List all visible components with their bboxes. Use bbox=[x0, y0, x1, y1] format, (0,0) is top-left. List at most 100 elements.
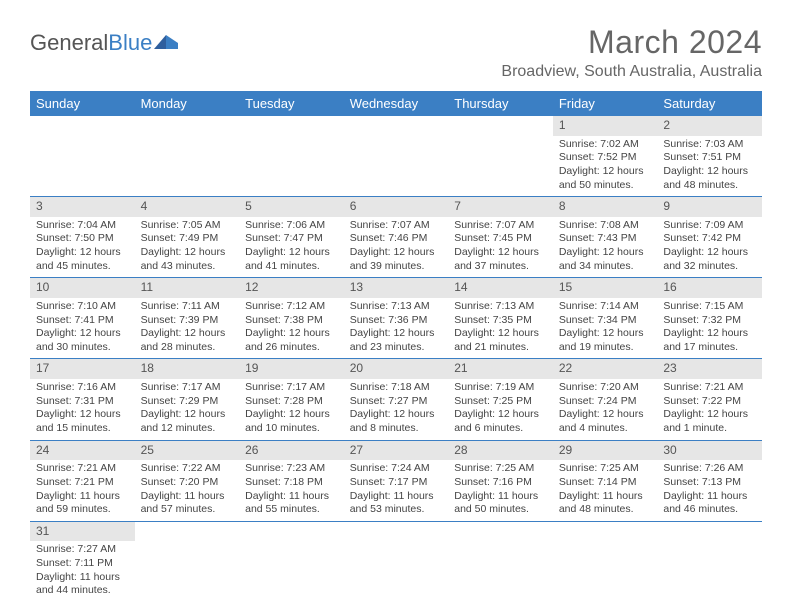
daylight-text-2: and 53 minutes. bbox=[350, 503, 443, 517]
calendar-cell bbox=[344, 116, 449, 197]
daylight-text-2: and 15 minutes. bbox=[36, 422, 129, 436]
daylight-text-1: Daylight: 12 hours bbox=[454, 246, 547, 260]
sunset-text: Sunset: 7:39 PM bbox=[141, 314, 234, 328]
day-number: 2 bbox=[657, 116, 762, 136]
sunset-text: Sunset: 7:36 PM bbox=[350, 314, 443, 328]
daylight-text-2: and 43 minutes. bbox=[141, 260, 234, 274]
day-number: 12 bbox=[239, 278, 344, 298]
sunset-text: Sunset: 7:29 PM bbox=[141, 395, 234, 409]
daylight-text-2: and 48 minutes. bbox=[663, 179, 756, 193]
sunset-text: Sunset: 7:43 PM bbox=[559, 232, 652, 246]
daylight-text-1: Daylight: 12 hours bbox=[36, 327, 129, 341]
sunrise-text: Sunrise: 7:07 AM bbox=[350, 219, 443, 233]
day-number: 22 bbox=[553, 359, 658, 379]
daylight-text-1: Daylight: 11 hours bbox=[141, 490, 234, 504]
day-body: Sunrise: 7:08 AMSunset: 7:43 PMDaylight:… bbox=[553, 217, 658, 278]
sunrise-text: Sunrise: 7:13 AM bbox=[454, 300, 547, 314]
daylight-text-1: Daylight: 12 hours bbox=[559, 246, 652, 260]
sunrise-text: Sunrise: 7:24 AM bbox=[350, 462, 443, 476]
sunrise-text: Sunrise: 7:10 AM bbox=[36, 300, 129, 314]
day-number: 10 bbox=[30, 278, 135, 298]
sunrise-text: Sunrise: 7:18 AM bbox=[350, 381, 443, 395]
day-number: 21 bbox=[448, 359, 553, 379]
calendar-cell: 29Sunrise: 7:25 AMSunset: 7:14 PMDayligh… bbox=[553, 440, 658, 521]
day-body: Sunrise: 7:17 AMSunset: 7:28 PMDaylight:… bbox=[239, 379, 344, 440]
daylight-text-2: and 26 minutes. bbox=[245, 341, 338, 355]
sunrise-text: Sunrise: 7:21 AM bbox=[663, 381, 756, 395]
day-number: 7 bbox=[448, 197, 553, 217]
day-number: 18 bbox=[135, 359, 240, 379]
daylight-text-2: and 55 minutes. bbox=[245, 503, 338, 517]
daylight-text-2: and 41 minutes. bbox=[245, 260, 338, 274]
daylight-text-1: Daylight: 12 hours bbox=[454, 408, 547, 422]
daylight-text-1: Daylight: 12 hours bbox=[350, 246, 443, 260]
daylight-text-1: Daylight: 11 hours bbox=[36, 571, 129, 585]
header-row: GeneralBlue March 2024 Broadview, South … bbox=[30, 24, 762, 81]
sunrise-text: Sunrise: 7:16 AM bbox=[36, 381, 129, 395]
calendar-cell: 9Sunrise: 7:09 AMSunset: 7:42 PMDaylight… bbox=[657, 197, 762, 278]
sunrise-text: Sunrise: 7:13 AM bbox=[350, 300, 443, 314]
day-body: Sunrise: 7:21 AMSunset: 7:22 PMDaylight:… bbox=[657, 379, 762, 440]
calendar-cell: 20Sunrise: 7:18 AMSunset: 7:27 PMDayligh… bbox=[344, 359, 449, 440]
calendar-cell bbox=[239, 521, 344, 602]
calendar-cell: 27Sunrise: 7:24 AMSunset: 7:17 PMDayligh… bbox=[344, 440, 449, 521]
weekday-header: Tuesday bbox=[239, 91, 344, 116]
day-body: Sunrise: 7:24 AMSunset: 7:17 PMDaylight:… bbox=[344, 460, 449, 521]
day-body: Sunrise: 7:11 AMSunset: 7:39 PMDaylight:… bbox=[135, 298, 240, 359]
sunrise-text: Sunrise: 7:07 AM bbox=[454, 219, 547, 233]
daylight-text-2: and 37 minutes. bbox=[454, 260, 547, 274]
day-body: Sunrise: 7:03 AMSunset: 7:51 PMDaylight:… bbox=[657, 136, 762, 197]
calendar-cell bbox=[657, 521, 762, 602]
sunrise-text: Sunrise: 7:09 AM bbox=[663, 219, 756, 233]
calendar-cell: 21Sunrise: 7:19 AMSunset: 7:25 PMDayligh… bbox=[448, 359, 553, 440]
calendar-row: 31Sunrise: 7:27 AMSunset: 7:11 PMDayligh… bbox=[30, 521, 762, 602]
day-body: Sunrise: 7:23 AMSunset: 7:18 PMDaylight:… bbox=[239, 460, 344, 521]
sunset-text: Sunset: 7:27 PM bbox=[350, 395, 443, 409]
daylight-text-1: Daylight: 12 hours bbox=[141, 246, 234, 260]
day-body: Sunrise: 7:15 AMSunset: 7:32 PMDaylight:… bbox=[657, 298, 762, 359]
daylight-text-2: and 59 minutes. bbox=[36, 503, 129, 517]
day-body: Sunrise: 7:10 AMSunset: 7:41 PMDaylight:… bbox=[30, 298, 135, 359]
calendar-cell: 30Sunrise: 7:26 AMSunset: 7:13 PMDayligh… bbox=[657, 440, 762, 521]
sunrise-text: Sunrise: 7:21 AM bbox=[36, 462, 129, 476]
daylight-text-2: and 44 minutes. bbox=[36, 584, 129, 598]
sunset-text: Sunset: 7:17 PM bbox=[350, 476, 443, 490]
day-body: Sunrise: 7:12 AMSunset: 7:38 PMDaylight:… bbox=[239, 298, 344, 359]
day-number: 19 bbox=[239, 359, 344, 379]
calendar-cell: 17Sunrise: 7:16 AMSunset: 7:31 PMDayligh… bbox=[30, 359, 135, 440]
day-number: 28 bbox=[448, 441, 553, 461]
daylight-text-2: and 45 minutes. bbox=[36, 260, 129, 274]
sunset-text: Sunset: 7:13 PM bbox=[663, 476, 756, 490]
weekday-header: Saturday bbox=[657, 91, 762, 116]
day-number: 24 bbox=[30, 441, 135, 461]
day-body: Sunrise: 7:14 AMSunset: 7:34 PMDaylight:… bbox=[553, 298, 658, 359]
sunset-text: Sunset: 7:35 PM bbox=[454, 314, 547, 328]
daylight-text-2: and 4 minutes. bbox=[559, 422, 652, 436]
calendar-row: 24Sunrise: 7:21 AMSunset: 7:21 PM Dayligh… bbox=[30, 440, 762, 521]
daylight-text-2: and 46 minutes. bbox=[663, 503, 756, 517]
calendar-cell: 19Sunrise: 7:17 AMSunset: 7:28 PMDayligh… bbox=[239, 359, 344, 440]
sunrise-text: Sunrise: 7:27 AM bbox=[36, 543, 129, 557]
day-number: 13 bbox=[344, 278, 449, 298]
sunset-text: Sunset: 7:38 PM bbox=[245, 314, 338, 328]
sunset-text: Sunset: 7:31 PM bbox=[36, 395, 129, 409]
day-number: 27 bbox=[344, 441, 449, 461]
sunrise-text: Sunrise: 7:20 AM bbox=[559, 381, 652, 395]
weekday-header: Monday bbox=[135, 91, 240, 116]
daylight-text-2: and 57 minutes. bbox=[141, 503, 234, 517]
sunrise-text: Sunrise: 7:02 AM bbox=[559, 138, 652, 152]
sunset-text: Sunset: 7:21 PM bbox=[36, 476, 129, 490]
logo: GeneralBlue bbox=[30, 30, 180, 56]
daylight-text-1: Daylight: 11 hours bbox=[454, 490, 547, 504]
day-body: Sunrise: 7:25 AMSunset: 7:16 PMDaylight:… bbox=[448, 460, 553, 521]
day-number: 30 bbox=[657, 441, 762, 461]
daylight-text-1: Daylight: 12 hours bbox=[36, 246, 129, 260]
day-body: Sunrise: 7:06 AMSunset: 7:47 PMDaylight:… bbox=[239, 217, 344, 278]
daylight-text-2: and 6 minutes. bbox=[454, 422, 547, 436]
sunrise-text: Sunrise: 7:17 AM bbox=[245, 381, 338, 395]
calendar-row: 3Sunrise: 7:04 AMSunset: 7:50 PMDaylight… bbox=[30, 197, 762, 278]
day-number: 3 bbox=[30, 197, 135, 217]
calendar-cell bbox=[135, 116, 240, 197]
daylight-text-1: Daylight: 11 hours bbox=[663, 490, 756, 504]
day-number: 1 bbox=[553, 116, 658, 136]
